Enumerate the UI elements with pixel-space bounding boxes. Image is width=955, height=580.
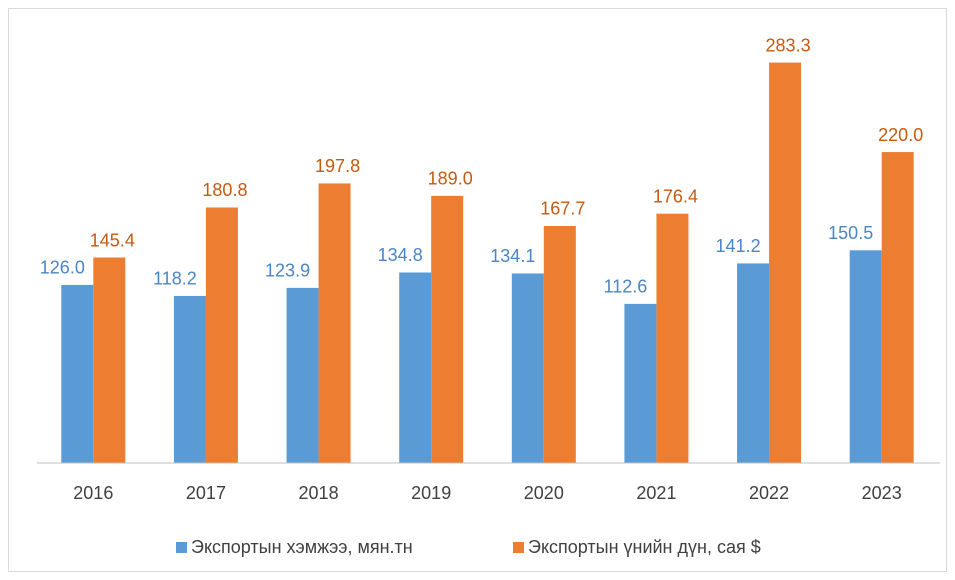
x-tick-label: 2022 xyxy=(749,483,789,503)
value-label: 180.8 xyxy=(202,180,247,200)
bar xyxy=(318,183,351,463)
x-tick-label: 2020 xyxy=(524,483,564,503)
value-label: 112.6 xyxy=(604,277,648,297)
x-tick-label: 2023 xyxy=(862,483,902,503)
bar xyxy=(881,152,914,464)
bar xyxy=(543,225,576,463)
bar xyxy=(173,295,206,463)
bar xyxy=(93,257,126,463)
value-label: 176.4 xyxy=(653,186,698,206)
bar xyxy=(399,272,432,463)
chart-border xyxy=(8,8,947,572)
value-label: 150.5 xyxy=(828,223,873,243)
bar xyxy=(431,195,464,463)
value-label: 134.1 xyxy=(490,246,535,266)
value-label: 141.2 xyxy=(716,236,761,256)
bar xyxy=(511,273,544,463)
x-tick-label: 2021 xyxy=(636,483,676,503)
value-label: 126.0 xyxy=(40,258,85,278)
legend-swatch xyxy=(176,542,187,553)
x-tick-label: 2016 xyxy=(73,483,113,503)
bar xyxy=(656,213,689,463)
legend-label: Экспортын үнийн дүн, сая $ xyxy=(528,537,761,557)
value-label: 123.9 xyxy=(265,261,310,281)
value-label: 283.3 xyxy=(766,35,811,55)
value-label: 134.8 xyxy=(378,245,423,265)
bar xyxy=(737,263,770,463)
value-label: 118.2 xyxy=(153,269,197,289)
value-label: 220.0 xyxy=(878,125,923,145)
bar xyxy=(769,62,802,464)
value-label: 189.0 xyxy=(428,169,473,189)
bar xyxy=(61,284,94,463)
x-tick-label: 2017 xyxy=(186,483,226,503)
legend-swatch xyxy=(513,542,524,553)
value-label: 197.8 xyxy=(315,156,360,176)
bar xyxy=(624,303,657,463)
bar xyxy=(849,250,882,463)
value-label: 145.4 xyxy=(90,230,135,250)
bar xyxy=(205,207,238,463)
bar xyxy=(286,287,319,463)
value-label: 167.7 xyxy=(540,199,585,219)
x-tick-label: 2019 xyxy=(411,483,451,503)
x-tick-label: 2018 xyxy=(299,483,339,503)
legend-label: Экспортын хэмжээ, мян.тн xyxy=(191,537,413,557)
